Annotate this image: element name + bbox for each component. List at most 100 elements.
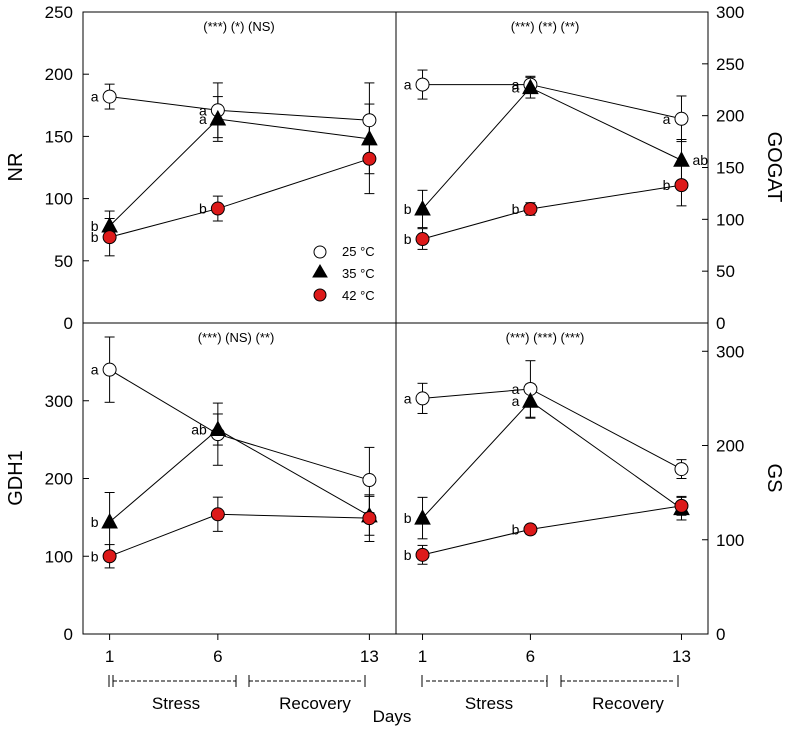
data-point-gdh1-1 (101, 512, 118, 529)
ytick-label-gogat: 250 (716, 55, 744, 74)
significance-gogat: (***) (**) (**) (511, 19, 580, 34)
ytick-label-gogat: 100 (716, 210, 744, 229)
significance-gs: (***) (***) (***) (506, 330, 585, 345)
data-point-gs-1 (522, 392, 539, 408)
ytick-label-gs: 100 (716, 531, 744, 550)
data-point-gdh1-2 (102, 549, 117, 564)
xtick-label-gdh1: 6 (213, 647, 222, 666)
significance-letter-gogat-1: a (512, 80, 520, 96)
ylabel-nr: NR (5, 153, 27, 182)
series-line-gdh1-1 (109, 428, 370, 523)
data-point-gogat-2 (523, 201, 538, 216)
panel-gogat-frame (395, 11, 709, 324)
significance-letter-nr-2: b (91, 229, 99, 245)
ytick-label-gogat: 50 (716, 262, 735, 281)
legend: 25 °C 35 °C 42 °C (312, 244, 375, 303)
significance-letter-gdh1-1: b (91, 514, 99, 530)
data-point-nr-1 (361, 129, 378, 146)
data-point-gdh1-0 (102, 362, 117, 377)
xtick-label-gs: 6 (526, 647, 535, 666)
data-point-gogat-1 (414, 199, 431, 216)
legend-marker-25c (313, 245, 327, 259)
data-point-gogat-1 (673, 151, 690, 167)
series-line-gdh1-2 (109, 513, 370, 557)
significance-letter-gogat-0: a (404, 77, 412, 93)
data-point-gogat-0 (674, 111, 689, 126)
xtick-label-gdh1: 13 (360, 647, 379, 666)
ytick-label-nr: 100 (45, 190, 73, 209)
data-point-nr-0 (102, 89, 117, 104)
ytick-label-gogat: 150 (716, 159, 744, 178)
series-line-gogat-2 (422, 184, 682, 240)
period-label-recovery-right: Recovery (592, 694, 664, 713)
significance-letter-gogat-1: b (404, 201, 412, 217)
significance-letter-gs-2: b (404, 547, 412, 563)
ytick-label-nr: 150 (45, 127, 73, 146)
xtick-label-gdh1: 1 (105, 647, 114, 666)
significance-letter-nr-2: b (199, 201, 207, 217)
ytick-label-gdh1: 200 (45, 470, 73, 489)
ytick-label-nr: 200 (45, 65, 73, 84)
ylabel-gogat: GOGAT (763, 132, 785, 203)
ytick-label-nr: 0 (64, 314, 73, 333)
data-point-gs-2 (415, 547, 430, 562)
ytick-label-gogat: 300 (716, 3, 744, 22)
ytick-label-gogat: 0 (716, 314, 725, 333)
significance-letter-gdh1-0: a (91, 362, 99, 378)
significance-letter-gogat-0: a (663, 111, 671, 127)
data-point-gs-2 (674, 498, 689, 513)
ytick-label-gdh1: 300 (45, 392, 73, 411)
data-point-gogat-2 (415, 232, 430, 247)
legend-label-42c: 42 °C (342, 288, 375, 303)
period-label-recovery-left: Recovery (279, 694, 351, 713)
ytick-label-gs: 200 (716, 437, 744, 456)
data-point-gdh1-2 (210, 507, 225, 522)
series-line-nr-2 (109, 158, 370, 238)
significance-letter-gogat-1: ab (692, 152, 708, 168)
panel-gdh1-frame (82, 322, 397, 635)
data-point-gdh1-2 (362, 511, 377, 526)
xtick-label-gs: 1 (418, 647, 427, 666)
ylabel-gs: GS (763, 464, 785, 493)
data-point-gs-0 (674, 462, 689, 477)
series-line-gogat-0 (422, 84, 682, 120)
data-point-nr-2 (362, 151, 377, 166)
series-line-gs-2 (422, 505, 682, 556)
data-point-nr-0 (362, 113, 377, 128)
ytick-label-gogat: 200 (716, 107, 744, 126)
series-line-gs-1 (422, 400, 682, 519)
significance-letter-gogat-2: b (404, 231, 412, 247)
ytick-label-gdh1: 100 (45, 547, 73, 566)
significance-letter-nr-0: a (91, 89, 99, 105)
period-brackets (108, 675, 679, 687)
xtick-label-gs: 13 (672, 647, 691, 666)
ytick-label-gdh1: 0 (64, 625, 73, 644)
significance-letter-nr-1: b (91, 218, 99, 234)
significance-letter-gs-1: a (512, 393, 520, 409)
data-point-gdh1-1 (209, 420, 227, 437)
ytick-label-nr: 250 (45, 3, 73, 22)
series-line-nr-1 (109, 118, 370, 227)
data-point-nr-1 (209, 109, 227, 126)
significance-letter-gogat-2: b (663, 177, 671, 193)
data-point-gdh1-0 (362, 473, 377, 488)
significance-letter-gogat-2: b (512, 201, 520, 217)
data-point-gs-2 (523, 522, 538, 537)
legend-marker-42c (313, 288, 327, 302)
panel-gs-frame (395, 322, 709, 635)
data-point-gs-1 (414, 509, 431, 525)
significance-letter-gogat-0: a (512, 77, 520, 93)
data-point-gogat-2 (674, 178, 689, 193)
significance-letter-gs-0: a (404, 390, 412, 406)
legend-marker-35c (312, 264, 328, 278)
data-point-nr-1 (101, 216, 118, 233)
ytick-label-gs: 300 (716, 342, 744, 361)
legend-label-25c: 25 °C (342, 244, 375, 259)
data-point-gogat-0 (415, 77, 430, 92)
significance-letter-gs-0: a (512, 381, 520, 397)
period-label-stress-right: Stress (465, 694, 513, 713)
data-point-nr-2 (102, 230, 117, 245)
plot-layer: 050100150200250aababb050100150200250300a… (45, 3, 745, 666)
data-point-gogat-1 (522, 78, 539, 95)
